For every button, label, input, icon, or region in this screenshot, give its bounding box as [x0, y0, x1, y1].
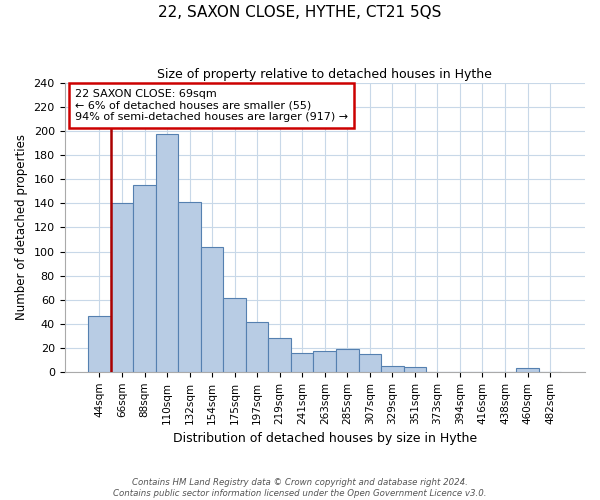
- Bar: [359, 354, 381, 372]
- Bar: [133, 186, 156, 372]
- Bar: [156, 134, 178, 372]
- Bar: [404, 367, 426, 372]
- Bar: [268, 338, 291, 372]
- Bar: [516, 368, 539, 372]
- Bar: [381, 366, 404, 372]
- Y-axis label: Number of detached properties: Number of detached properties: [15, 134, 28, 320]
- Bar: [178, 202, 201, 372]
- Bar: [313, 352, 336, 372]
- Bar: [88, 316, 111, 372]
- Text: 22, SAXON CLOSE, HYTHE, CT21 5QS: 22, SAXON CLOSE, HYTHE, CT21 5QS: [158, 5, 442, 20]
- Text: Contains HM Land Registry data © Crown copyright and database right 2024.
Contai: Contains HM Land Registry data © Crown c…: [113, 478, 487, 498]
- Bar: [111, 204, 133, 372]
- Bar: [336, 349, 359, 372]
- Text: 22 SAXON CLOSE: 69sqm
← 6% of detached houses are smaller (55)
94% of semi-detac: 22 SAXON CLOSE: 69sqm ← 6% of detached h…: [75, 89, 348, 122]
- Bar: [246, 322, 268, 372]
- Bar: [201, 246, 223, 372]
- Title: Size of property relative to detached houses in Hythe: Size of property relative to detached ho…: [157, 68, 492, 80]
- Bar: [291, 352, 313, 372]
- X-axis label: Distribution of detached houses by size in Hythe: Distribution of detached houses by size …: [173, 432, 477, 445]
- Bar: [223, 298, 246, 372]
